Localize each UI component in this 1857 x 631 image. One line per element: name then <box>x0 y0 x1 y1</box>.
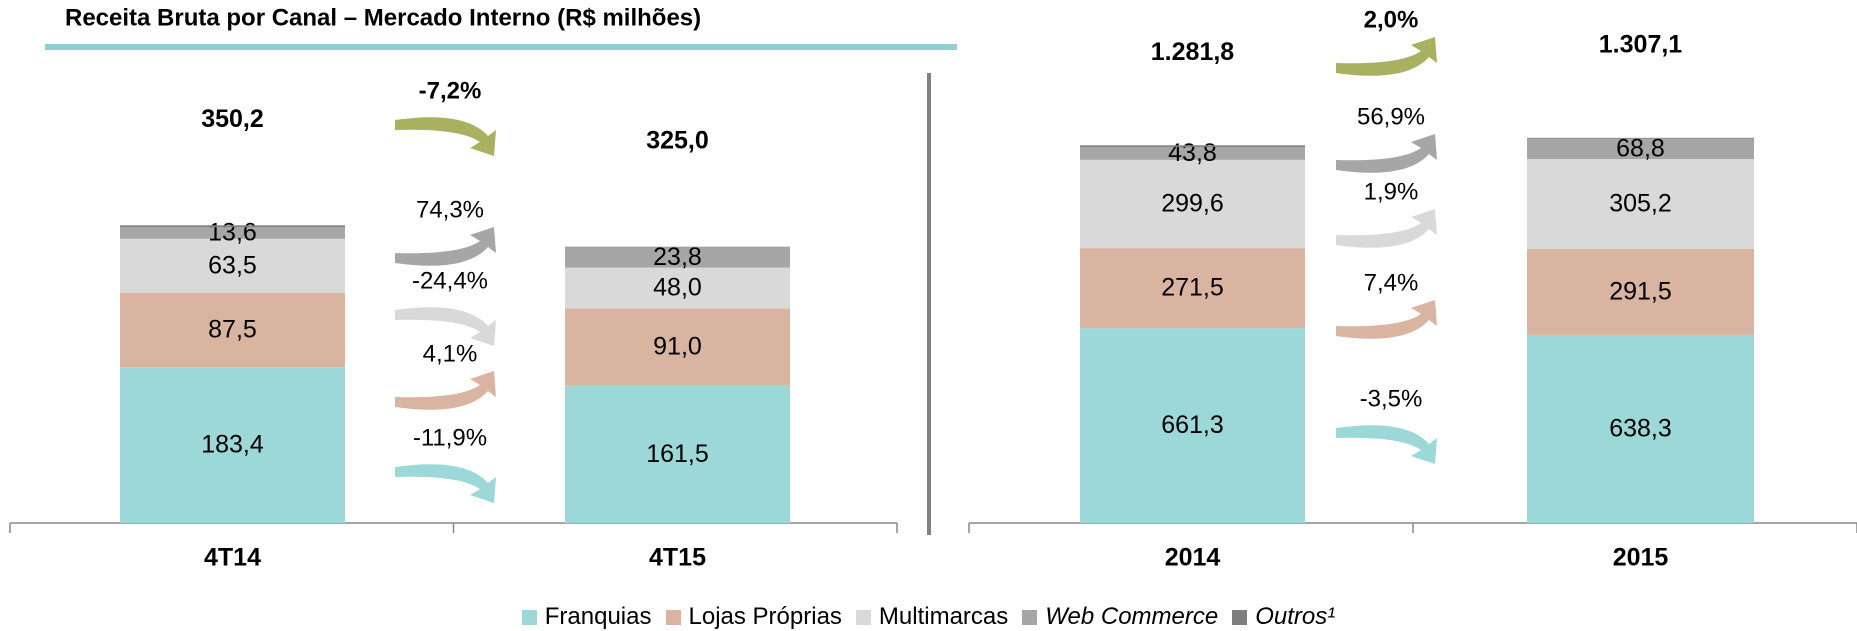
change-arrow <box>1336 37 1437 76</box>
legend: Franquias Lojas Próprias Multimarcas Web Co… <box>0 603 1857 631</box>
bar-segment <box>1080 146 1305 160</box>
bar-segment <box>1080 328 1305 523</box>
legend-swatch <box>665 609 681 625</box>
bar-segment <box>120 225 345 228</box>
title-underline <box>45 44 957 50</box>
change-arrow <box>1336 209 1437 248</box>
change-label: 1,9% <box>1364 178 1419 205</box>
data-label: 271,5 <box>1161 274 1224 302</box>
total-label: 350,2 <box>201 105 264 133</box>
legend-swatch <box>1232 609 1248 625</box>
change-label: 7,4% <box>1364 269 1419 296</box>
total-change-label: 2,0% <box>1364 6 1419 33</box>
bar-segment <box>1527 138 1754 160</box>
data-label: 661,3 <box>1161 411 1224 439</box>
bar-segment <box>565 246 790 248</box>
legend-item: Web Commerce <box>1022 603 1218 631</box>
bar-segment <box>1080 248 1305 329</box>
legend-swatch <box>855 609 871 625</box>
change-arrow <box>395 464 496 503</box>
data-label: 91,0 <box>653 333 702 361</box>
chart: Receita Bruta por Canal – Mercado Intern… <box>9 4 1857 572</box>
change-arrow <box>395 117 496 156</box>
change-arrow-shape <box>1336 134 1437 173</box>
change-arrow <box>1336 300 1437 339</box>
bar-segment <box>1080 145 1305 147</box>
change-arrow <box>395 371 496 410</box>
bar-segment <box>120 227 345 239</box>
change-arrow-shape <box>1336 37 1437 76</box>
data-label: 638,3 <box>1609 415 1672 443</box>
legend-label: Web Commerce <box>1045 603 1219 630</box>
change-arrow <box>1336 425 1437 464</box>
change-arrow-shape <box>395 117 496 156</box>
legend-item: Outros¹ <box>1232 603 1335 631</box>
legend-swatch <box>1022 609 1038 625</box>
data-label: 48,0 <box>653 274 702 302</box>
data-label: 291,5 <box>1609 278 1672 306</box>
total-label: 325,0 <box>646 126 709 154</box>
total-change-label: -7,2% <box>419 77 482 104</box>
legend-item: Multimarcas <box>855 603 1009 631</box>
legend-item: Franquias <box>521 603 652 631</box>
data-label: 23,8 <box>653 243 702 271</box>
total-label: 1.307,1 <box>1599 30 1683 58</box>
x-tick-label: 2014 <box>1165 544 1221 572</box>
bar-segment <box>120 238 345 293</box>
legend-swatch <box>521 609 537 625</box>
change-label: -24,4% <box>412 267 488 294</box>
bar-segment <box>565 267 790 309</box>
legend-label: Franquias <box>544 603 652 630</box>
bar-segment <box>120 292 345 368</box>
bar-segment <box>1527 137 1754 139</box>
change-arrow <box>395 307 496 346</box>
bar-segment <box>565 247 790 268</box>
bar-segment <box>1527 334 1754 523</box>
legend-item: Lojas Próprias <box>665 603 842 631</box>
data-label: 299,6 <box>1161 190 1224 218</box>
change-label: 4,1% <box>423 340 478 367</box>
data-label: 183,4 <box>201 431 264 459</box>
data-label: 13,6 <box>208 219 257 247</box>
x-tick-label: 2015 <box>1613 544 1669 572</box>
change-label: -11,9% <box>413 424 487 451</box>
bar-segment <box>1527 249 1754 335</box>
chart-title: Receita Bruta por Canal – Mercado Intern… <box>65 4 701 31</box>
change-label: 56,9% <box>1357 103 1425 130</box>
change-arrow <box>395 227 496 266</box>
bar-segment <box>565 308 790 386</box>
change-arrow-shape <box>395 307 496 346</box>
data-label: 161,5 <box>646 440 709 468</box>
data-label: 305,2 <box>1609 190 1672 218</box>
legend-label: Outros¹ <box>1255 603 1336 630</box>
bar-segment <box>1527 159 1754 250</box>
change-arrow-shape <box>395 227 496 266</box>
data-label: 43,8 <box>1168 139 1217 167</box>
bar-segment <box>565 385 790 523</box>
change-arrow-shape <box>1336 425 1437 464</box>
change-arrow-shape <box>395 371 496 410</box>
legend-label: Multimarcas <box>878 603 1009 630</box>
change-arrow <box>1336 134 1437 173</box>
x-tick-label: 4T15 <box>649 544 706 572</box>
change-label: -3,5% <box>1360 385 1423 412</box>
total-label: 1.281,8 <box>1151 38 1235 66</box>
legend-label: Lojas Próprias <box>688 603 842 630</box>
bar-segment <box>120 367 345 523</box>
change-arrow-shape <box>395 464 496 503</box>
change-arrow-shape <box>1336 209 1437 248</box>
data-label: 68,8 <box>1616 135 1665 163</box>
data-label: 87,5 <box>208 316 257 344</box>
bar-segment <box>1080 159 1305 249</box>
change-arrow-shape <box>1336 300 1437 339</box>
change-label: 74,3% <box>416 196 484 223</box>
data-label: 63,5 <box>208 251 257 279</box>
x-tick-label: 4T14 <box>204 544 261 572</box>
